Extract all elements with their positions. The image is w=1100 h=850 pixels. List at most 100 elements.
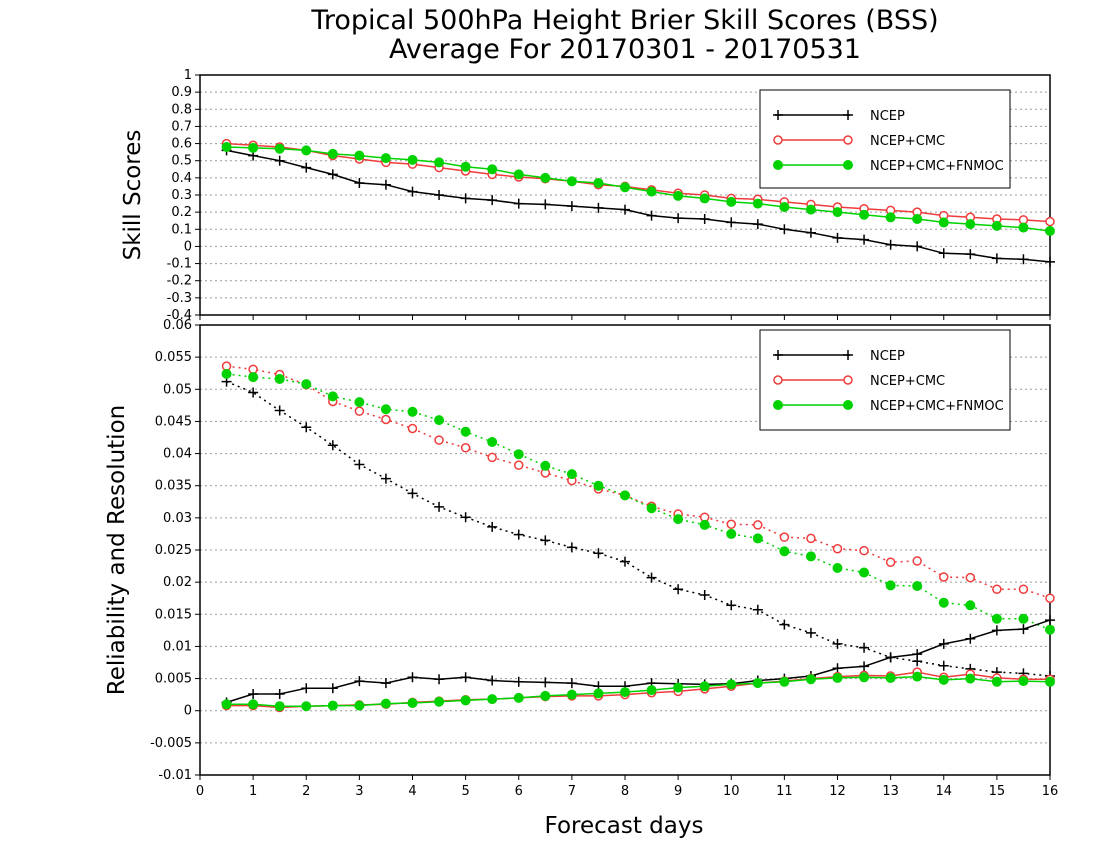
data-point-filled-circle — [646, 186, 657, 197]
data-point-filled-circle — [673, 682, 684, 693]
x-tick-label: 11 — [776, 784, 793, 799]
data-point-filled-circle — [646, 685, 657, 696]
y-tick-label: 0.01 — [163, 639, 192, 654]
data-point-plus — [593, 202, 604, 213]
y-tick-label: 0.4 — [171, 171, 192, 186]
data-point-open-circle — [773, 135, 783, 145]
data-point-filled-circle — [620, 490, 630, 501]
data-point-open-circle — [407, 423, 418, 434]
data-point-filled-circle — [805, 551, 816, 562]
data-point-plus — [248, 689, 259, 699]
data-point-plus — [566, 678, 577, 689]
x-tick-label: 8 — [621, 784, 629, 799]
data-point-plus — [779, 619, 790, 630]
data-point-plus — [540, 677, 551, 688]
data-point-plus — [843, 110, 853, 120]
data-point-plus — [991, 625, 1002, 636]
y-tick-label: 0.2 — [171, 205, 192, 220]
data-point-filled-circle — [938, 597, 949, 608]
top-y-axis-label: Skill Scores — [120, 130, 146, 261]
data-point-filled-circle — [1018, 222, 1029, 233]
data-point-plus — [327, 683, 338, 694]
data-point-filled-circle — [513, 169, 524, 180]
data-point-plus — [434, 190, 445, 200]
data-point-filled-circle — [593, 480, 604, 491]
data-point-plus — [912, 649, 923, 660]
data-point-plus — [859, 234, 870, 245]
data-point-open-circle — [939, 572, 949, 582]
data-point-filled-circle — [773, 160, 783, 170]
y-tick-label: -0.4 — [167, 308, 192, 323]
data-point-plus — [832, 638, 843, 649]
data-point-filled-circle — [460, 161, 471, 172]
data-point-filled-circle — [673, 514, 684, 525]
data-point-plus — [301, 162, 312, 173]
data-point-filled-circle — [434, 696, 445, 707]
data-point-open-circle — [806, 533, 816, 544]
data-point-filled-circle — [699, 193, 710, 204]
data-point-plus — [726, 217, 737, 228]
data-point-filled-circle — [221, 699, 232, 710]
y-tick-label: 0.03 — [163, 511, 192, 526]
data-point-filled-circle — [407, 406, 418, 417]
data-point-filled-circle — [566, 176, 577, 187]
data-point-plus — [843, 350, 853, 360]
data-point-plus — [487, 195, 498, 206]
data-point-filled-circle — [221, 142, 232, 152]
data-point-filled-circle — [859, 567, 870, 578]
y-tick-label: -0.1 — [167, 257, 192, 272]
data-point-filled-circle — [407, 698, 418, 708]
data-point-plus — [460, 512, 471, 523]
y-tick-label: 0.5 — [171, 154, 192, 169]
data-point-plus — [912, 241, 923, 252]
skill-scores-panel: -0.4 -0.3 -0.2 -0.1 0 0.1 0.2 0.3 0.4 0.5 0.6 0.7 0.… — [167, 68, 1055, 323]
data-point-plus — [620, 204, 630, 215]
data-point-plus — [460, 193, 471, 204]
data-point-plus — [593, 548, 604, 559]
data-point-filled-circle — [938, 674, 949, 685]
data-point-plus — [274, 405, 285, 416]
data-point-plus — [991, 253, 1002, 264]
data-point-filled-circle — [779, 202, 790, 212]
y-tick-label: 0.9 — [171, 85, 192, 100]
data-point-plus — [434, 501, 445, 512]
data-point-open-circle — [832, 543, 843, 554]
x-tick-label: 2 — [302, 784, 310, 799]
data-point-filled-circle — [248, 372, 259, 383]
data-point-filled-circle — [832, 563, 843, 573]
data-point-filled-circle — [779, 676, 790, 687]
data-point-filled-circle — [859, 672, 870, 683]
data-point-plus — [540, 535, 551, 546]
data-point-open-circle — [753, 520, 763, 530]
data-point-filled-circle — [487, 164, 498, 175]
series-line — [226, 619, 1051, 704]
data-point-plus — [248, 387, 259, 398]
data-point-filled-circle — [593, 178, 604, 188]
data-point-plus — [752, 219, 763, 230]
data-point-filled-circle — [832, 672, 843, 683]
data-point-filled-circle — [460, 426, 471, 437]
data-point-filled-circle — [327, 391, 338, 402]
data-point-plus — [832, 663, 843, 674]
x-tick-label: 4 — [408, 784, 416, 799]
data-point-plus — [487, 521, 498, 532]
data-point-open-circle — [460, 443, 471, 453]
bottom-y-axis-label: Reliability and Resolution — [104, 405, 130, 695]
data-point-plus — [805, 627, 816, 638]
x-tick-label: 9 — [674, 784, 682, 799]
y-tick-label: -0.01 — [158, 768, 192, 783]
data-point-filled-circle — [434, 157, 445, 168]
y-tick-label: 0 — [184, 239, 192, 254]
y-tick-label: 0.015 — [155, 607, 192, 622]
data-point-filled-circle — [460, 695, 471, 706]
data-point-plus — [859, 661, 870, 672]
y-tick-label: 0.3 — [171, 188, 192, 203]
data-point-plus — [620, 556, 630, 567]
data-point-plus — [566, 542, 577, 553]
data-point-filled-circle — [301, 145, 312, 156]
data-point-filled-circle — [885, 212, 896, 223]
data-point-filled-circle — [991, 676, 1002, 687]
data-point-filled-circle — [991, 613, 1002, 624]
y-tick-label: -0.3 — [167, 291, 192, 306]
data-point-plus — [407, 186, 418, 197]
